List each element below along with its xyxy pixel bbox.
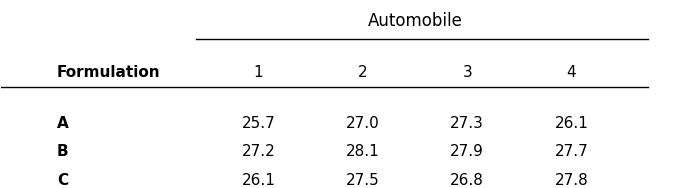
Text: 26.8: 26.8 bbox=[450, 173, 484, 188]
Text: 2: 2 bbox=[358, 65, 368, 80]
Text: 25.7: 25.7 bbox=[242, 116, 276, 131]
Text: 27.0: 27.0 bbox=[346, 116, 380, 131]
Text: Automobile: Automobile bbox=[368, 12, 463, 30]
Text: 3: 3 bbox=[462, 65, 472, 80]
Text: 27.8: 27.8 bbox=[555, 173, 588, 188]
Text: B: B bbox=[57, 144, 68, 159]
Text: 27.7: 27.7 bbox=[555, 144, 588, 159]
Text: C: C bbox=[57, 173, 68, 188]
Text: 27.9: 27.9 bbox=[450, 144, 484, 159]
Text: 27.2: 27.2 bbox=[242, 144, 276, 159]
Text: A: A bbox=[57, 116, 69, 131]
Text: 1: 1 bbox=[254, 65, 263, 80]
Text: Formulation: Formulation bbox=[57, 65, 161, 80]
Text: 26.1: 26.1 bbox=[554, 116, 588, 131]
Text: 27.3: 27.3 bbox=[450, 116, 484, 131]
Text: 27.5: 27.5 bbox=[346, 173, 380, 188]
Text: 4: 4 bbox=[567, 65, 577, 80]
Text: 26.1: 26.1 bbox=[242, 173, 276, 188]
Text: 28.1: 28.1 bbox=[346, 144, 380, 159]
